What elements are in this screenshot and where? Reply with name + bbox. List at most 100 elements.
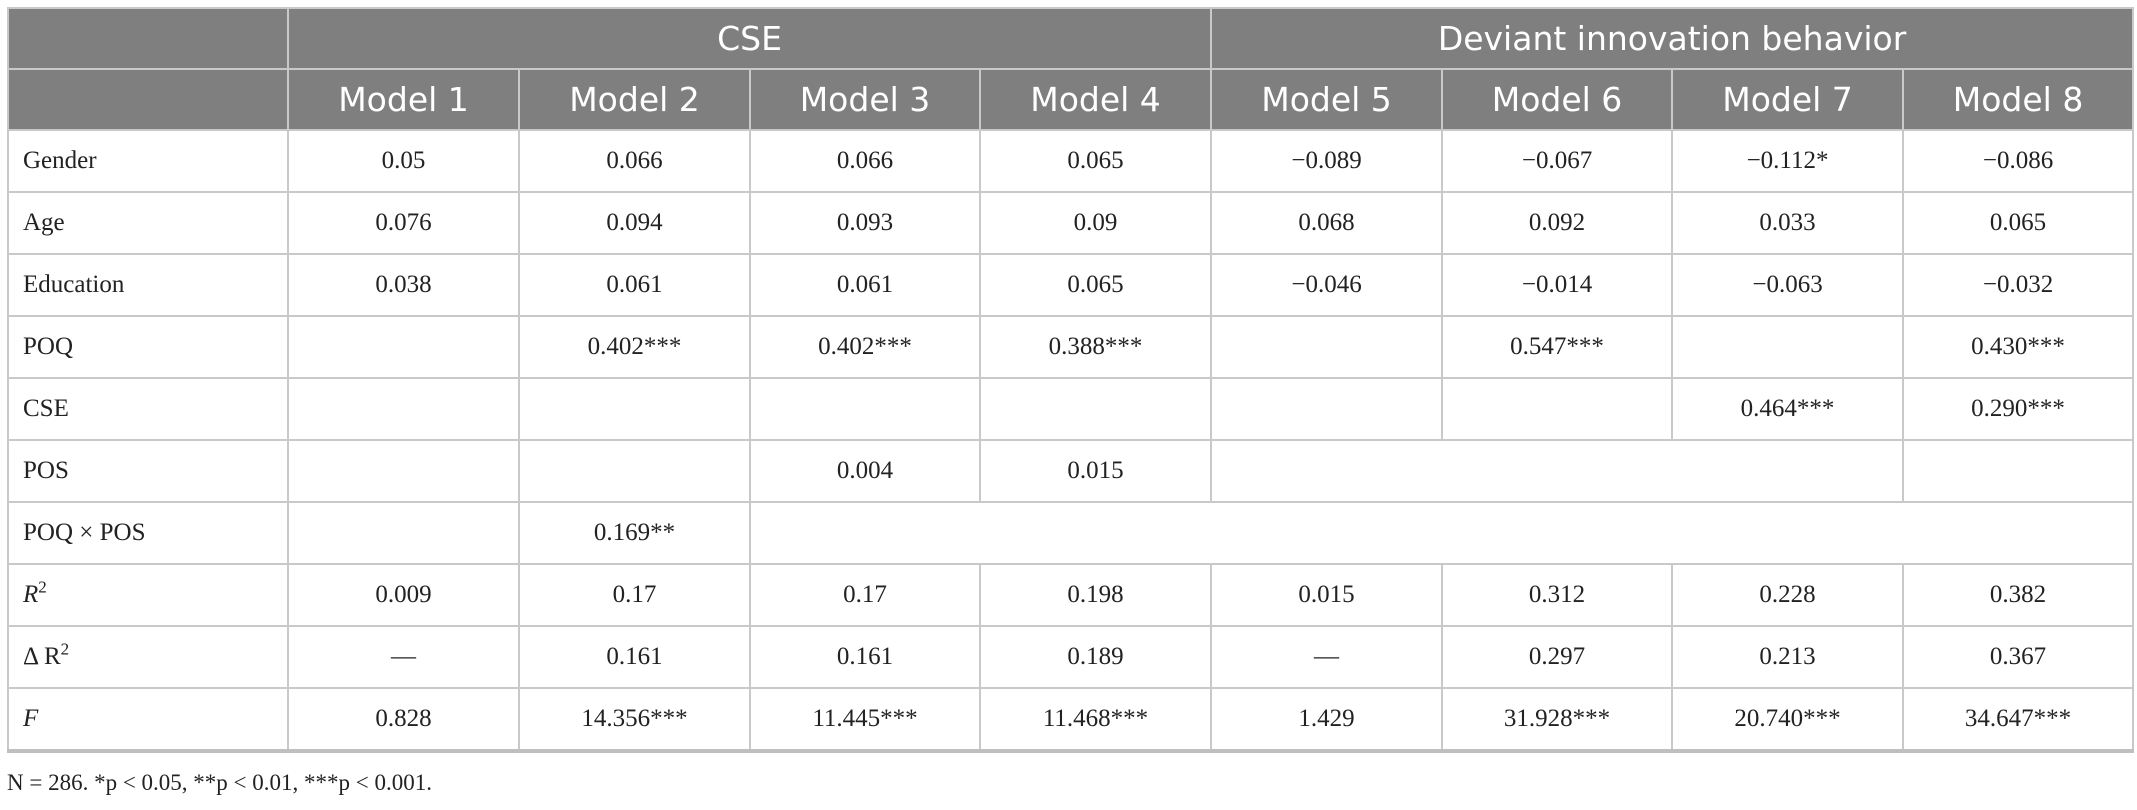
- row-label: POQ × POS: [7, 501, 289, 565]
- table-row-f: F 0.828 14.356*** 11.445*** 11.468*** 1.…: [7, 687, 2135, 752]
- delta-r2-label-sup: 2: [60, 639, 70, 659]
- table-cell: —: [287, 625, 520, 689]
- table-cell: −0.063: [1671, 253, 1905, 317]
- table-cell: [1210, 377, 1444, 441]
- table-cell-merged: [748, 501, 2135, 565]
- table-cell: [287, 439, 520, 503]
- table-row-gender: Gender 0.05 0.066 0.066 0.065 −0.089 −0.…: [7, 129, 2135, 193]
- table-row-delta-r2: Δ R2 — 0.161 0.161 0.189 — 0.297 0.213 0…: [7, 625, 2135, 689]
- table-cell: 0.367: [1902, 625, 2135, 689]
- model-header: Model 2: [518, 68, 751, 131]
- row-label: Education: [7, 253, 289, 317]
- table-cell: 0.038: [287, 253, 520, 317]
- table-cell: 0.061: [518, 253, 751, 317]
- table-cell: 0.402***: [518, 315, 751, 379]
- table-cell: 0.065: [978, 129, 1213, 193]
- model-header: Model 4: [978, 68, 1213, 131]
- table-cell: −0.014: [1441, 253, 1674, 317]
- table-cell: [518, 439, 751, 503]
- table-cell: 0.547***: [1441, 315, 1674, 379]
- table-cell: 0.066: [518, 129, 751, 193]
- table-cell: 34.647***: [1902, 687, 2135, 752]
- r2-label-sup: 2: [38, 577, 47, 597]
- table-cell: 0.161: [518, 625, 751, 689]
- table-cell: 0.066: [749, 129, 981, 193]
- table-cell: [287, 377, 520, 441]
- table-cell-merged: [1210, 439, 1905, 503]
- row-label: POS: [7, 439, 289, 503]
- table-cell: 0.17: [518, 563, 751, 627]
- header-corner-2: [7, 68, 289, 131]
- table-footnote: N = 286. *p < 0.05, **p < 0.01, ***p < 0…: [7, 770, 432, 795]
- table-row-poq: POQ 0.402*** 0.402*** 0.388*** 0.547*** …: [7, 315, 2135, 379]
- group-header-deviant: Deviant innovation behavior: [1210, 7, 2135, 70]
- table-cell: 0.382: [1902, 563, 2135, 627]
- table-cell: [287, 315, 520, 379]
- group-header-cse: CSE: [286, 7, 1213, 70]
- table-cell: 0.312: [1441, 563, 1674, 627]
- model-header: Model 8: [1902, 68, 2135, 131]
- row-label: R2: [7, 563, 289, 627]
- table-row-interaction: POQ × POS 0.169**: [7, 501, 2135, 565]
- table-cell: [1671, 315, 1905, 379]
- row-label: POQ: [7, 315, 289, 379]
- table-cell: 11.468***: [978, 687, 1213, 752]
- header-row-groups: CSE Deviant innovation behavior: [7, 7, 2135, 70]
- table-cell: 0.17: [749, 563, 981, 627]
- table-cell: 0.004: [749, 439, 981, 503]
- model-header: Model 7: [1671, 68, 1905, 131]
- table-cell: [1210, 315, 1444, 379]
- table-cell: 0.198: [978, 563, 1213, 627]
- table-cell: 0.065: [1902, 191, 2135, 255]
- table-cell: 0.05: [287, 129, 520, 193]
- table-row-education: Education 0.038 0.061 0.061 0.065 −0.046…: [7, 253, 2135, 317]
- row-label: Gender: [7, 129, 289, 193]
- table-cell: 0.189: [978, 625, 1213, 689]
- row-label: F: [7, 687, 289, 752]
- table-cell: 0.402***: [749, 315, 981, 379]
- table-cell: 0.228: [1671, 563, 1905, 627]
- table-cell: [978, 377, 1213, 441]
- table-cell: 0.061: [749, 253, 981, 317]
- r2-label-main: R: [23, 581, 39, 608]
- table-cell: 0.076: [287, 191, 520, 255]
- model-header: Model 3: [749, 68, 981, 131]
- table-cell: 0.297: [1441, 625, 1674, 689]
- table-cell: 1.429: [1210, 687, 1444, 752]
- table-cell: 0.094: [518, 191, 751, 255]
- table-cell: 0.068: [1210, 191, 1444, 255]
- delta-r2-label-main: Δ R: [23, 643, 61, 670]
- table-cell: 0.033: [1671, 191, 1905, 255]
- table-cell: −0.089: [1210, 129, 1444, 193]
- table-cell: 0.213: [1671, 625, 1905, 689]
- table-cell: [518, 377, 751, 441]
- table-cell: 20.740***: [1671, 687, 1905, 752]
- table-row-r2: R2 0.009 0.17 0.17 0.198 0.015 0.312 0.2…: [7, 563, 2135, 627]
- table-cell: 0.093: [749, 191, 981, 255]
- header-row-models: Model 1 Model 2 Model 3 Model 4 Model 5 …: [7, 68, 2135, 131]
- table-cell: −0.046: [1210, 253, 1444, 317]
- table-cell: 0.092: [1441, 191, 1674, 255]
- table-cell: 0.015: [1210, 563, 1444, 627]
- table-cell: [749, 377, 981, 441]
- table-cell: [287, 501, 520, 565]
- table-cell: 0.009: [287, 563, 520, 627]
- regression-table: CSE Deviant innovation behavior Model 1 …: [7, 7, 2135, 753]
- table-cell: −0.086: [1902, 129, 2135, 193]
- table-row-age: Age 0.076 0.094 0.093 0.09 0.068 0.092 0…: [7, 191, 2135, 255]
- table-cell: −0.067: [1441, 129, 1674, 193]
- table-cell: 31.928***: [1441, 687, 1674, 752]
- table-cell: 0.09: [978, 191, 1213, 255]
- header-corner: [7, 7, 289, 70]
- table-cell: 0.169**: [518, 501, 751, 565]
- table-cell: 0.015: [978, 439, 1213, 503]
- table-cell: 0.828: [287, 687, 520, 752]
- table-cell: —: [1210, 625, 1444, 689]
- table-cell: 0.065: [978, 253, 1213, 317]
- model-header: Model 5: [1210, 68, 1444, 131]
- table-cell: 0.430***: [1902, 315, 2135, 379]
- model-header: Model 1: [287, 68, 520, 131]
- regression-table-container: CSE Deviant innovation behavior Model 1 …: [7, 7, 2135, 753]
- table-cell: 0.388***: [978, 315, 1213, 379]
- table-cell: −0.032: [1902, 253, 2135, 317]
